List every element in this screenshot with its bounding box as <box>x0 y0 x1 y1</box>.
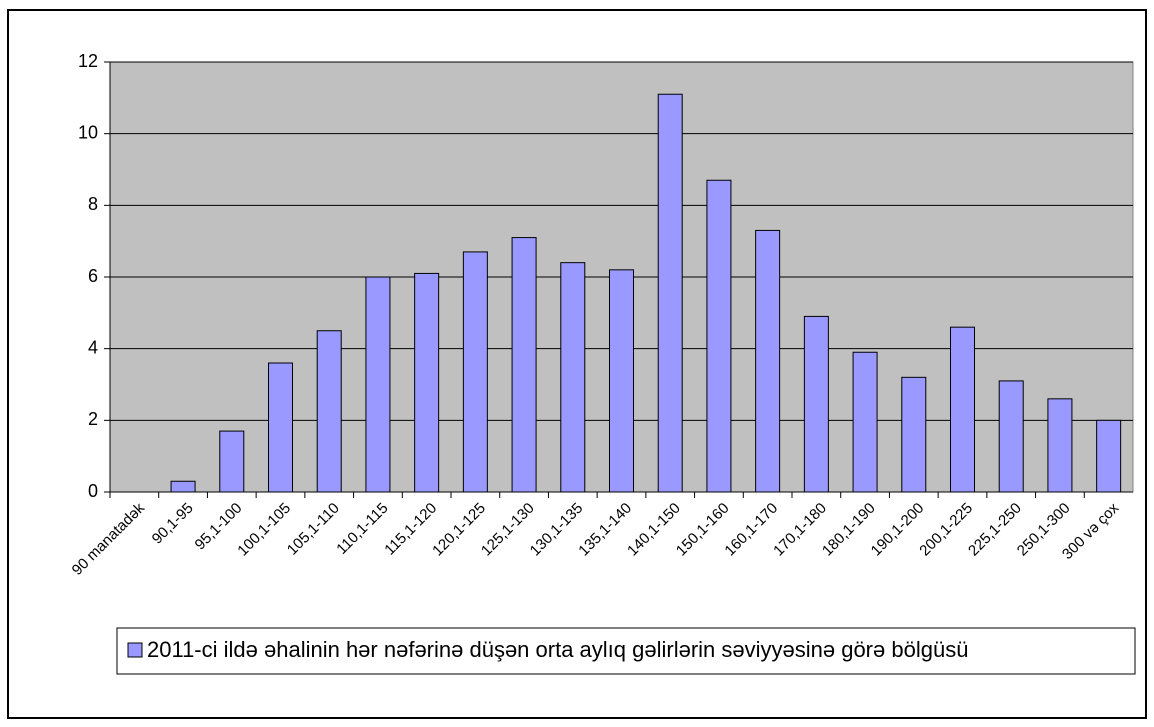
legend-box <box>116 627 1136 675</box>
bar <box>609 269 634 493</box>
bar <box>1047 398 1073 493</box>
bar <box>706 179 732 493</box>
bar <box>1096 419 1122 493</box>
bar <box>414 272 440 493</box>
y-tick-label: 0 <box>88 481 98 501</box>
bar <box>365 276 391 493</box>
y-tick-label: 2 <box>88 409 98 429</box>
bar <box>560 262 586 493</box>
bar <box>950 326 975 493</box>
y-tick-label: 12 <box>78 51 98 71</box>
y-tick-label: 8 <box>88 194 98 214</box>
bar <box>852 351 878 493</box>
y-tick-label: 10 <box>78 122 98 142</box>
bar <box>511 237 537 493</box>
bar <box>901 376 927 493</box>
bar <box>657 93 683 493</box>
bar <box>268 362 293 493</box>
y-tick-label: 6 <box>88 266 98 286</box>
legend-label: 2011-ci ildə əhalinin hər nəfərinə düşən… <box>147 637 968 662</box>
bar <box>170 480 196 493</box>
y-tick-label: 4 <box>88 337 98 357</box>
legend-swatch <box>127 642 143 658</box>
bar <box>755 229 781 493</box>
bar <box>316 330 342 493</box>
bar <box>998 380 1024 493</box>
bar <box>803 315 829 493</box>
bar <box>219 430 245 493</box>
bar <box>462 251 488 493</box>
